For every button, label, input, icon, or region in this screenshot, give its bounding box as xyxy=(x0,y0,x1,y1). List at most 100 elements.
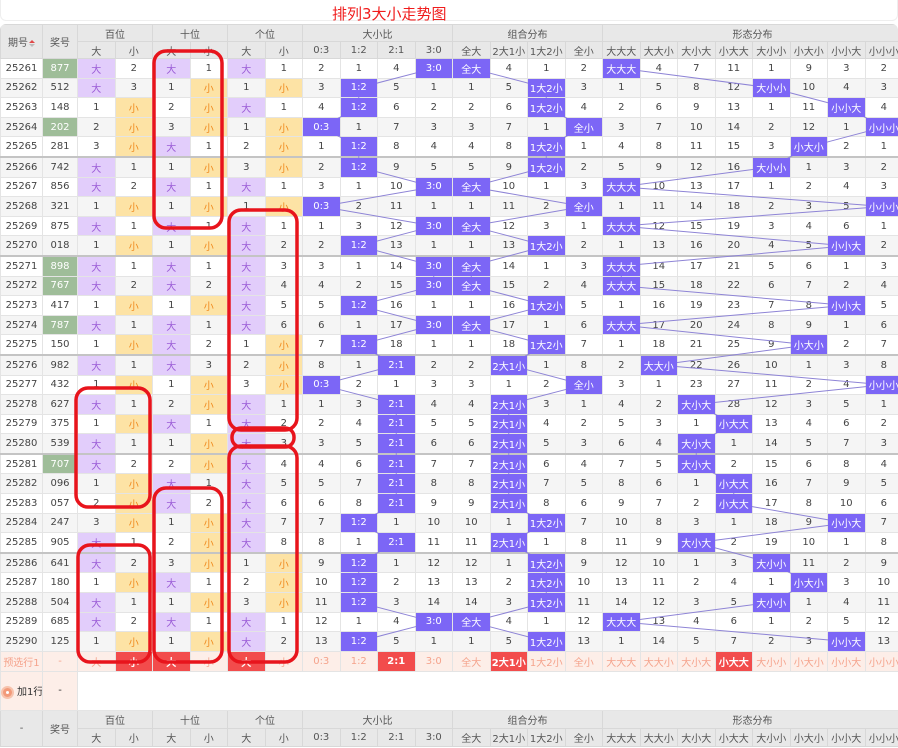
hit-cell: 大大大 xyxy=(602,58,641,79)
hit-cell: 大大大 xyxy=(602,314,641,336)
trend-cell: 1 xyxy=(527,532,566,554)
trend-cell: 3 xyxy=(527,394,566,415)
trend-cell: 1 xyxy=(527,58,566,79)
trend-cell: 1 xyxy=(77,631,116,652)
hit-cell: 大 xyxy=(77,394,116,415)
hit-cell: 全大 xyxy=(452,254,491,277)
hit-cell: 大 xyxy=(227,215,266,237)
trend-cell: 1 xyxy=(77,334,116,356)
preselect-option[interactable]: 大大大 xyxy=(602,650,641,672)
trend-cell: 19 xyxy=(752,532,791,554)
trend-cell: 5 xyxy=(789,235,828,257)
hit-cell: 小 xyxy=(264,77,303,99)
trend-cell: 4 xyxy=(564,452,603,475)
trend-cell: 9 xyxy=(564,551,603,574)
hit-cell: 大 xyxy=(77,77,116,99)
trend-cell: 11 xyxy=(302,592,341,613)
trend-cell: 2 xyxy=(827,334,866,356)
hit-cell: 小 xyxy=(264,592,303,613)
number-cell: 125 xyxy=(42,631,78,652)
period-cell: 25271 xyxy=(0,254,43,277)
trend-cell: 1 xyxy=(77,196,116,217)
column-header: 小小大 xyxy=(827,727,866,747)
trend-cell: 3 xyxy=(302,433,341,455)
preselect-row: 预选行1- 大小大小大小 0:3 1:2 2:1 3:0 全大 2大1小 1大2小 全小 大大大 大大… xyxy=(0,650,898,672)
hit-cell: 1:2 xyxy=(339,512,378,534)
preselect-option[interactable]: 小小小 xyxy=(864,650,898,672)
trend-cell: 5 xyxy=(564,473,603,495)
trend-cell: 20 xyxy=(714,235,753,257)
number-cell: 504 xyxy=(42,592,78,613)
preselect-option[interactable]: 1大2小 xyxy=(527,650,566,672)
preselect-option[interactable]: 大 xyxy=(227,650,266,672)
trend-cell: 8 xyxy=(639,512,678,534)
trend-cell: 10 xyxy=(489,176,528,198)
hit-cell: 2大1小 xyxy=(489,413,528,435)
trend-cell: 1 xyxy=(264,215,303,237)
period-cell: 25270 xyxy=(0,235,43,257)
trend-cell: 6 xyxy=(864,314,898,336)
preselect-option[interactable]: 2:1 xyxy=(377,650,416,672)
preselect-option[interactable]: 小小大 xyxy=(827,650,866,672)
trend-cell: 4 xyxy=(264,275,303,297)
trend-cell: 2 xyxy=(152,452,191,475)
trend-cell: 10 xyxy=(639,551,678,574)
hit-cell: 大大小 xyxy=(639,353,678,376)
trend-cell: 1 xyxy=(227,196,266,217)
preselect-option[interactable]: 大小小 xyxy=(752,650,791,672)
hit-cell: 大 xyxy=(227,493,266,514)
trend-cell: 24 xyxy=(714,314,753,336)
trend-cell: 12 xyxy=(639,592,678,613)
table-row: 25267 856 大 2 大 1 大 1 3 1 10 3:0 全大 10 1 3 大大大 10 13 17 1 2 4 3 xyxy=(0,176,898,198)
add-row-button[interactable]: 加1行 xyxy=(0,670,43,711)
trend-cell: 11 xyxy=(414,532,453,554)
trend-cell: 23 xyxy=(677,374,716,396)
preselect-option[interactable]: 小大小 xyxy=(789,650,828,672)
trend-cell: 2 xyxy=(114,551,153,574)
hit-cell: 2大1小 xyxy=(489,473,528,495)
trend-cell: 9 xyxy=(789,314,828,336)
preselect-option[interactable]: 全大 xyxy=(452,650,491,672)
trend-cell: 9 xyxy=(827,473,866,495)
hit-cell: 0:3 xyxy=(302,196,341,217)
top-bar xyxy=(0,0,898,21)
group-header: 个位 xyxy=(227,24,303,42)
sort-arrows-icon[interactable] xyxy=(29,39,35,47)
trend-cell: 8 xyxy=(414,473,453,495)
preselect-option[interactable]: 全小 xyxy=(564,650,603,672)
trend-cell: 2 xyxy=(452,97,491,118)
trend-cell: 5 xyxy=(864,473,898,495)
trend-cell: 22 xyxy=(677,353,716,376)
preselect-option[interactable]: 大大小 xyxy=(639,650,678,672)
trend-cell: 7 xyxy=(377,116,416,138)
hit-cell: 2:1 xyxy=(377,413,416,435)
preselect-option[interactable]: 大 xyxy=(152,650,191,672)
preselect-option[interactable]: 3:0 xyxy=(414,650,453,672)
trend-cell: 1 xyxy=(189,176,228,198)
preselect-option[interactable]: 小大大 xyxy=(714,650,753,672)
hit-cell: 小 xyxy=(189,374,228,396)
preselect-option[interactable]: 大小大 xyxy=(677,650,716,672)
hit-cell: 小 xyxy=(114,413,153,435)
preselect-option[interactable]: 1:2 xyxy=(339,650,378,672)
trend-cell: 1 xyxy=(77,473,116,495)
trend-cell: 5 xyxy=(714,592,753,613)
period-cell: 25263 xyxy=(0,97,43,118)
preselect-option[interactable]: 小 xyxy=(264,650,303,672)
trend-cell: 13 xyxy=(489,235,528,257)
trend-cell: 1 xyxy=(527,116,566,138)
trend-cell: 1 xyxy=(414,196,453,217)
trend-cell: 13 xyxy=(677,176,716,198)
table-row: 25274 787 大 1 大 1 大 6 6 1 17 3:0 全大 17 1 6 大大大 17 20 24 8 9 1 6 xyxy=(0,314,898,336)
trend-cell: 2 xyxy=(152,532,191,554)
preselect-option[interactable]: 小 xyxy=(189,650,228,672)
hit-cell: 1:2 xyxy=(339,77,378,99)
preselect-option[interactable]: 2大1小 xyxy=(489,650,528,672)
preselect-option[interactable]: 大 xyxy=(77,650,116,672)
period-header[interactable]: 期号 xyxy=(0,24,43,59)
preselect-option[interactable]: 小 xyxy=(114,650,153,672)
number-cell: 096 xyxy=(42,473,78,495)
trend-cell: 8 xyxy=(489,136,528,158)
preselect-option[interactable]: 0:3 xyxy=(302,650,341,672)
trend-cell: 2 xyxy=(602,97,641,118)
